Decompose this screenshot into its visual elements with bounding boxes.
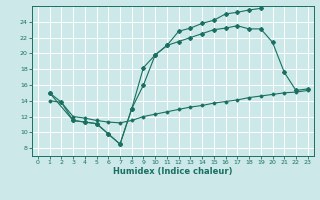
X-axis label: Humidex (Indice chaleur): Humidex (Indice chaleur): [113, 167, 233, 176]
